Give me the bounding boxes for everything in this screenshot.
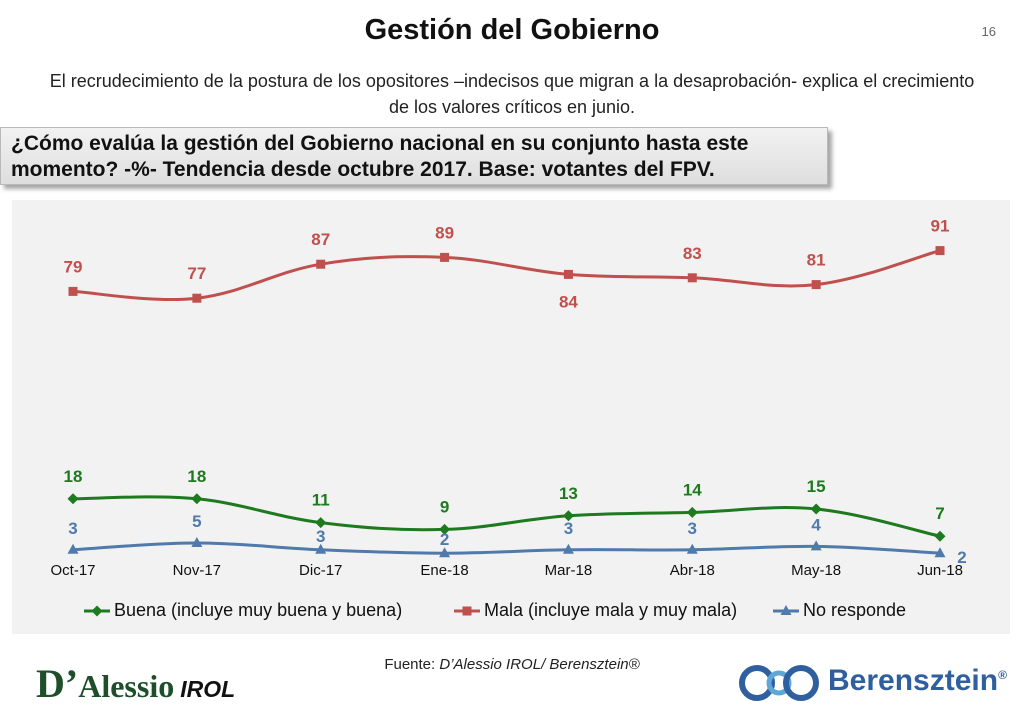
source-text: D’Alessio IROL/ Berensztein® [439,656,640,673]
data-point [439,547,451,558]
data-point [562,510,574,522]
data-point [191,537,203,547]
data-label: 3 [688,519,697,538]
data-label: 18 [187,467,206,486]
chart-area: 18 18 11 9 13 14 15 7 79 77 87 89 84 83 81 91 3 5 3 2 3 3 4 2 Oc… [12,200,1010,634]
data-point [563,269,573,279]
logo-suffix: IROL [180,676,236,702]
data-label: 9 [440,497,449,516]
legend-label: Buena (incluye muy buena y buena) [114,600,402,620]
page-title: Gestión del Gobierno [364,14,660,46]
x-tick-label: Oct-17 [50,562,95,579]
legend-marker [91,605,103,617]
data-point [686,506,698,518]
data-label: 3 [316,527,325,546]
data-label: 18 [64,467,83,486]
source-note: Fuente: D’Alessio IROL/ Berensztein® [0,656,1024,673]
data-label: 84 [559,292,578,311]
data-label: 83 [683,244,702,263]
page-number: 16 [981,24,996,39]
data-point [810,540,822,551]
data-label: 4 [811,515,821,534]
legend-label: No responde [803,600,906,620]
data-label: 3 [564,519,573,538]
data-point [811,280,821,290]
x-tick-label: Ene-18 [420,562,468,579]
data-label: 14 [683,480,702,499]
data-label: 77 [187,264,206,283]
data-point [686,543,698,554]
legend-marker [780,605,792,615]
data-point [562,543,574,554]
data-point [316,259,326,269]
question-line-1: ¿Cómo evalúa la gestión del Gobierno nac… [11,132,749,155]
subtitle: El recrudecimiento de la postura de los … [49,71,975,117]
data-point [67,493,79,505]
logo-right-name: Berensztein [828,664,999,697]
data-point [439,523,451,535]
data-label: 81 [807,251,826,270]
data-label: 89 [435,223,454,242]
question-box: ¿Cómo evalúa la gestión del Gobierno nac… [0,127,828,185]
data-point [935,246,945,256]
data-label: 2 [957,548,966,567]
data-point [687,273,697,283]
x-tick-label: Mar-18 [545,562,593,579]
data-label: 15 [807,477,826,496]
data-point [67,543,79,554]
x-tick-label: Jun-18 [917,562,963,579]
data-label: 5 [192,512,201,531]
legend-label: Mala (incluye mala y muy mala) [484,600,737,620]
dalessio-logo: D’Alessio IROL [36,660,236,706]
data-point [192,293,202,303]
series-line [72,541,941,555]
x-tick-label: Nov-17 [173,562,221,579]
berensztein-mark-icon [739,665,819,701]
data-label: 91 [931,217,950,236]
data-label: 79 [64,257,83,276]
data-label: 13 [559,484,578,503]
data-label: 11 [312,491,330,510]
logo-name: Alessio [78,668,175,704]
data-point [68,286,78,296]
series-line [72,495,941,538]
x-tick-label: Dic-17 [299,562,342,579]
data-point [315,517,327,529]
data-point [191,493,203,505]
question-line-2: momento? -%- Tendencia desde octubre 201… [11,158,715,181]
x-tick-label: Abr-18 [670,562,715,579]
data-label: 3 [68,519,77,538]
data-label: 87 [311,230,330,249]
legend-marker [462,606,472,616]
series-line [72,249,941,301]
data-point [934,547,946,558]
source-prefix: Fuente: [384,656,440,673]
logo-right-reg: ® [998,668,1007,682]
data-point [315,543,327,554]
data-point [810,503,822,515]
data-label: 2 [440,530,449,549]
data-label: 7 [935,504,944,523]
data-point [440,252,450,262]
x-tick-label: May-18 [791,562,841,579]
logo-initial: D’ [36,661,79,706]
data-point [934,530,946,542]
